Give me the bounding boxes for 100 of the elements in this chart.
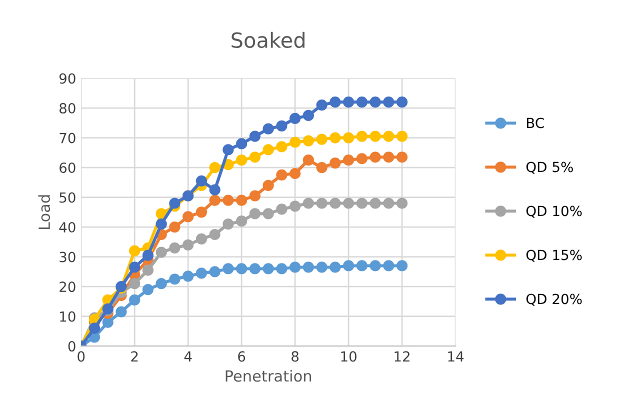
point [383, 260, 394, 272]
point [276, 169, 288, 181]
point [276, 120, 288, 132]
point [330, 198, 341, 209]
point [236, 138, 248, 150]
point [316, 198, 328, 209]
y-tick-label: 80 [60, 103, 76, 114]
point [196, 206, 208, 218]
point [370, 260, 381, 272]
point [236, 194, 248, 206]
point [356, 96, 368, 108]
y-tick-label: 0 [68, 341, 76, 352]
x-tick-label: 14 [448, 351, 464, 362]
point [249, 190, 261, 202]
point [129, 278, 140, 290]
point [290, 262, 301, 273]
point [169, 274, 180, 285]
point [370, 198, 381, 209]
point [222, 144, 234, 156]
point [396, 198, 408, 209]
x-tick-label: 12 [394, 351, 410, 362]
point [316, 134, 328, 145]
point [222, 263, 234, 274]
point [316, 162, 328, 174]
point [370, 96, 381, 108]
point [262, 208, 274, 220]
point [330, 96, 341, 108]
x-tick-label: 0 [78, 351, 85, 362]
x-tick-label: 2 [131, 351, 138, 362]
point [209, 228, 220, 240]
point [383, 198, 394, 209]
point [88, 322, 100, 334]
point [142, 284, 154, 296]
point [209, 266, 220, 278]
point [142, 250, 154, 261]
point [196, 233, 208, 245]
point [316, 262, 328, 273]
point [383, 152, 394, 163]
point [276, 204, 288, 215]
chart-title: Soaked [232, 32, 304, 48]
legend-label: QD 20% [526, 294, 582, 306]
legend-label: QD 5% [526, 162, 573, 174]
y-tick-label: 40 [59, 222, 76, 233]
point [330, 262, 341, 273]
point [342, 260, 354, 272]
point [156, 246, 167, 258]
point [383, 96, 394, 108]
point [396, 260, 408, 272]
point [276, 141, 288, 152]
x-tick-label: 10 [341, 351, 356, 362]
point [330, 132, 341, 144]
point [142, 264, 154, 276]
point [356, 130, 368, 142]
point [236, 216, 248, 227]
legend-label: QD 10% [526, 206, 582, 218]
y-tick-label: 60 [60, 162, 76, 174]
point [116, 306, 127, 318]
point [262, 123, 274, 134]
y-tick-label: 70 [60, 132, 76, 144]
point [169, 222, 180, 233]
point [169, 198, 180, 209]
point [290, 200, 301, 212]
point [290, 112, 301, 124]
point [156, 208, 167, 220]
point [342, 198, 354, 209]
point [196, 175, 208, 186]
point [356, 153, 368, 164]
point [302, 154, 314, 166]
point [290, 168, 301, 180]
y-tick-label: 50 [60, 192, 76, 203]
y-tick-label: 90 [59, 73, 76, 84]
point [222, 194, 234, 206]
point [262, 180, 274, 191]
point [129, 294, 140, 306]
point [156, 218, 167, 230]
point [383, 130, 394, 142]
point [370, 152, 381, 163]
point [102, 316, 114, 328]
point [156, 278, 167, 290]
point [262, 263, 274, 274]
point [182, 239, 194, 250]
x-tick-label: 6 [238, 351, 246, 362]
point [129, 245, 140, 256]
point [370, 130, 381, 142]
point [396, 130, 408, 142]
point [249, 152, 261, 163]
point [356, 260, 368, 272]
x-tick-label: 8 [292, 351, 299, 362]
point [129, 262, 140, 273]
y-axis-title: Load [38, 195, 50, 230]
point [236, 263, 248, 274]
point [209, 194, 220, 206]
point [262, 144, 274, 156]
point [236, 154, 248, 166]
y-tick-label: 30 [60, 252, 76, 262]
point [249, 130, 261, 142]
point [209, 162, 220, 174]
point [316, 100, 328, 111]
point [356, 198, 368, 209]
point [196, 268, 208, 279]
